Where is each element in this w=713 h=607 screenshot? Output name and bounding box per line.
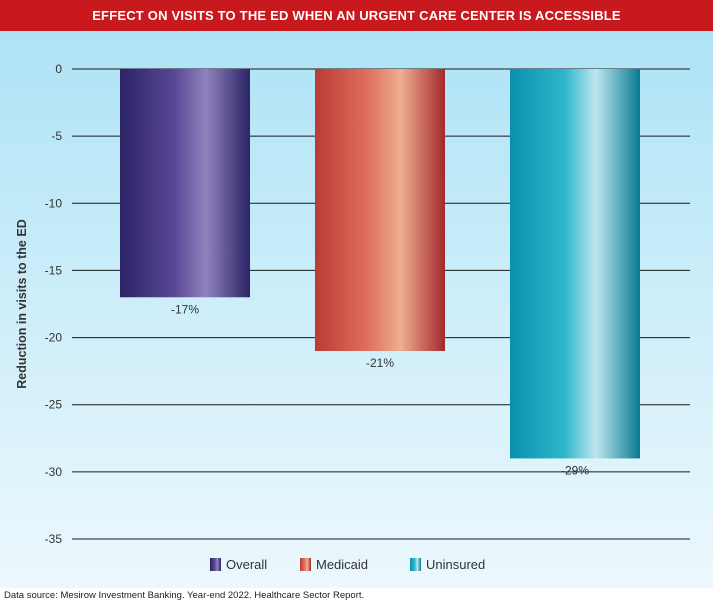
bars <box>120 69 640 459</box>
y-tick-label: -5 <box>51 129 62 143</box>
y-axis-label: Reduction in visits to the ED <box>15 219 29 388</box>
legend-label-uninsured: Uninsured <box>426 557 485 572</box>
y-axis-ticks: 0 -5 -10 -15 -20 -25 -30 -35 <box>45 62 63 546</box>
y-tick-label: 0 <box>55 62 62 76</box>
bar-overall <box>120 69 250 298</box>
data-label-overall: -17% <box>171 302 199 316</box>
data-label-uninsured: -29% <box>561 463 589 477</box>
bar-chart: 0 -5 -10 -15 -20 -25 -30 -35 Reduction in visit… <box>15 62 690 572</box>
y-tick-label: -10 <box>45 196 63 210</box>
bar-medicaid <box>315 69 445 351</box>
y-tick-label: -30 <box>45 465 63 479</box>
legend-label-overall: Overall <box>226 557 267 572</box>
plot-panel: 0 -5 -10 -15 -20 -25 -30 -35 Reduction in visit… <box>0 31 713 588</box>
y-tick-label: -15 <box>45 263 63 277</box>
data-label-medicaid: -21% <box>366 356 394 370</box>
y-tick-label: -25 <box>45 398 63 412</box>
legend-label-medicaid: Medicaid <box>316 557 368 572</box>
bar-uninsured <box>510 69 640 459</box>
legend-swatch-overall <box>210 558 221 571</box>
legend: Overall Medicaid Uninsured <box>210 557 485 572</box>
legend-swatch-medicaid <box>300 558 311 571</box>
y-tick-label: -20 <box>45 331 63 345</box>
data-labels: -17% -21% -29% <box>171 302 589 477</box>
data-source-note: Data source: Mesirow Investment Banking.… <box>4 590 365 601</box>
y-tick-label: -35 <box>45 532 63 546</box>
legend-swatch-uninsured <box>410 558 421 571</box>
chart-title: EFFECT ON VISITS TO THE ED WHEN AN URGEN… <box>0 0 713 31</box>
